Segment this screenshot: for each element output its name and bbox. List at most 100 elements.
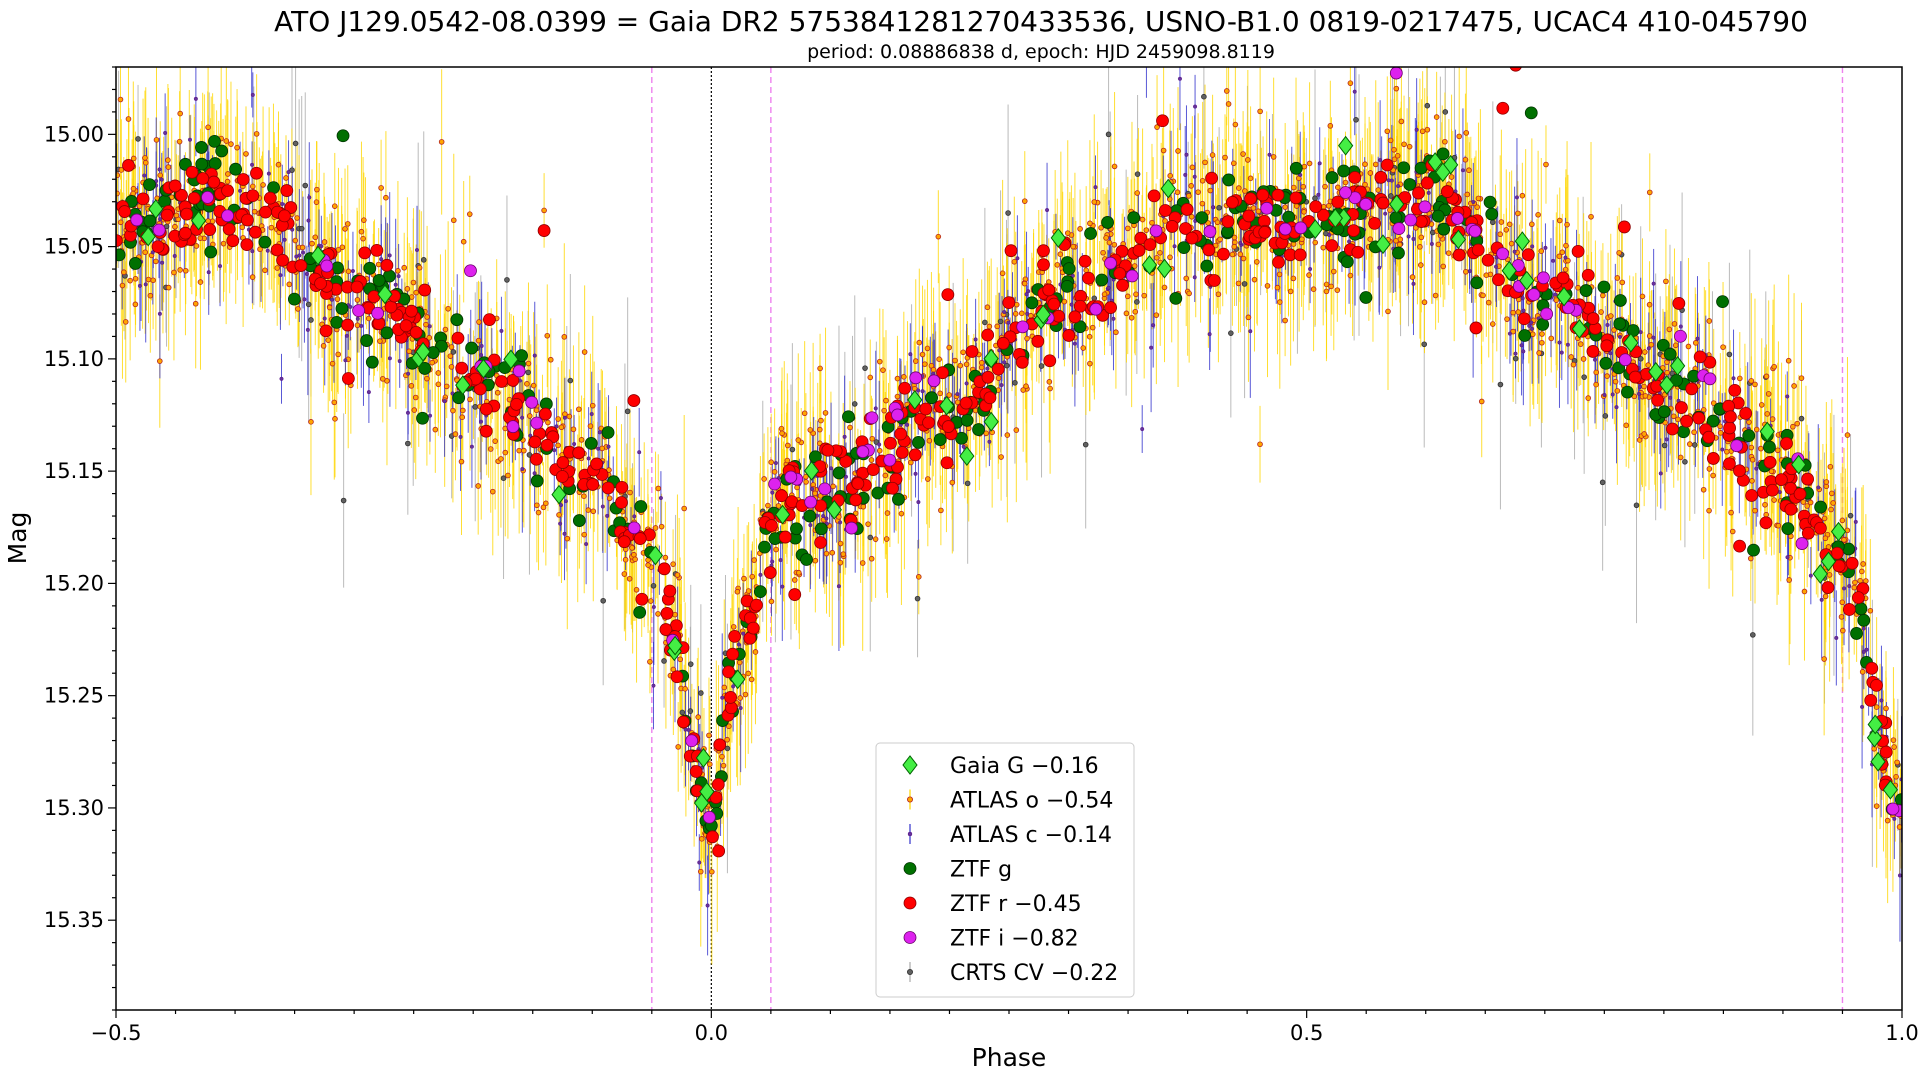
- data-point: [187, 191, 201, 205]
- data-point: [423, 321, 429, 328]
- data-point: [532, 353, 537, 358]
- data-point: [345, 268, 352, 275]
- data-point: [1801, 526, 1815, 540]
- data-point: [1839, 599, 1846, 606]
- data-point: [1442, 109, 1449, 115]
- data-point: [393, 282, 398, 287]
- data-point: [1581, 268, 1595, 282]
- data-point: [562, 531, 567, 536]
- data-point: [963, 361, 970, 368]
- data-point: [228, 141, 234, 147]
- data-point: [1864, 694, 1878, 707]
- data-point: [679, 709, 686, 716]
- data-point: [1520, 296, 1525, 301]
- data-point: [1384, 128, 1391, 135]
- data-point: [745, 588, 752, 594]
- data-point: [483, 313, 496, 326]
- data-point: [1342, 179, 1349, 186]
- data-point: [930, 366, 937, 373]
- data-point: [248, 225, 262, 239]
- data-point: [1752, 507, 1758, 514]
- data-point: [1167, 172, 1174, 179]
- data-point: [1586, 345, 1600, 358]
- data-point: [1412, 186, 1425, 200]
- data-point: [1387, 207, 1393, 213]
- data-point: [633, 605, 647, 619]
- data-point: [1678, 324, 1683, 329]
- data-point: [697, 868, 704, 875]
- data-point: [1334, 184, 1341, 191]
- data-point: [250, 166, 263, 180]
- data-point: [520, 415, 525, 420]
- data-point: [1677, 454, 1684, 461]
- data-point: [985, 366, 990, 371]
- data-point: [742, 691, 749, 698]
- data-point: [1221, 215, 1235, 228]
- data-point: [197, 235, 204, 241]
- data-point: [142, 155, 148, 161]
- data-point: [728, 630, 742, 643]
- data-point: [1225, 101, 1232, 107]
- data-point: [1442, 138, 1448, 145]
- data-point: [1123, 310, 1130, 317]
- data-point: [460, 407, 466, 414]
- data-point: [1819, 597, 1824, 602]
- data-point: [981, 328, 995, 342]
- data-point: [1646, 333, 1653, 339]
- data-point: [765, 502, 771, 509]
- data-point: [847, 424, 853, 431]
- data-point: [130, 155, 137, 162]
- data-point: [380, 326, 394, 340]
- data-point: [335, 351, 341, 358]
- data-point: [913, 471, 918, 476]
- data-point: [359, 323, 364, 328]
- data-point: [1080, 345, 1087, 351]
- data-point: [175, 188, 188, 202]
- data-point: [1897, 873, 1902, 878]
- data-point: [1330, 268, 1337, 275]
- data-point: [222, 222, 236, 236]
- data-point: [1614, 275, 1621, 281]
- data-point: [229, 162, 242, 176]
- data-point: [1111, 241, 1118, 248]
- data-point: [730, 624, 737, 630]
- data-point: [1706, 507, 1712, 514]
- data-point: [1411, 281, 1416, 286]
- data-point: [647, 598, 654, 604]
- data-point: [1316, 208, 1330, 222]
- data-point: [157, 358, 163, 364]
- data-point: [1005, 210, 1011, 216]
- data-point: [1282, 210, 1296, 224]
- data-point: [1726, 351, 1733, 358]
- data-point: [465, 341, 478, 355]
- data-point: [1167, 254, 1173, 261]
- data-point: [600, 504, 605, 509]
- data-point: [1087, 220, 1093, 227]
- data-point: [1255, 208, 1262, 215]
- data-point: [1452, 248, 1466, 262]
- data-point: [1757, 445, 1764, 452]
- data-point: [1312, 239, 1319, 246]
- data-point: [576, 406, 582, 413]
- data-point: [622, 556, 629, 563]
- data-point: [142, 159, 149, 166]
- data-point: [314, 186, 320, 193]
- data-point: [1691, 429, 1697, 436]
- data-point: [1771, 363, 1777, 370]
- data-point: [558, 521, 563, 526]
- data-point: [720, 695, 725, 700]
- data-point: [1172, 244, 1177, 249]
- data-point: [711, 778, 725, 791]
- data-point: [581, 531, 588, 538]
- data-point: [448, 344, 455, 350]
- data-point: [413, 289, 419, 296]
- data-point: [329, 297, 334, 302]
- data-point: [525, 369, 531, 376]
- data-point: [282, 237, 287, 242]
- data-point: [1614, 405, 1619, 410]
- data-point: [1693, 350, 1707, 364]
- data-point: [298, 225, 305, 232]
- data-point: [321, 239, 328, 245]
- data-point: [997, 318, 1004, 325]
- data-point: [741, 575, 747, 582]
